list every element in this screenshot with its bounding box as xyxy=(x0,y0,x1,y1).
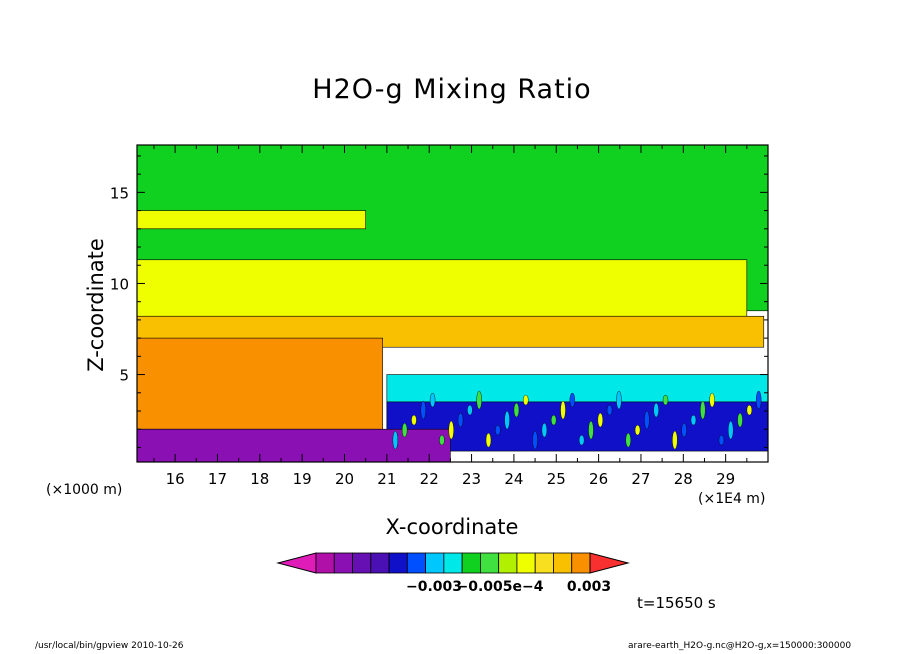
colorbar-tick-label: 0.003 xyxy=(567,579,611,595)
x-tick-label: 24 xyxy=(504,470,523,488)
colorbar-segment xyxy=(479,552,500,574)
colorbar-segment xyxy=(571,552,591,574)
colorbar-max-arrow xyxy=(589,552,630,574)
x-tick-label: 25 xyxy=(547,470,566,488)
colorbar-segment xyxy=(370,552,390,574)
chart-title: H2O-g Mixing Ratio xyxy=(312,74,592,105)
colorbar-segment xyxy=(553,552,573,574)
contour-streak xyxy=(541,422,548,438)
contour-streak xyxy=(504,410,510,430)
x-tick-label: 26 xyxy=(589,470,608,488)
colorbar-segment xyxy=(406,552,427,574)
contour-streak xyxy=(448,420,454,440)
contour-streak xyxy=(737,412,743,428)
contour-streak xyxy=(709,392,715,408)
y-axis-label: Z-coordinate xyxy=(84,238,108,372)
colorbar: −0.003−0.005e−4 0.003 xyxy=(276,552,630,595)
y-tick-label: 15 xyxy=(110,184,129,202)
colorbar-segment xyxy=(443,552,463,574)
contour-streak xyxy=(513,402,520,418)
x-tick-label: 17 xyxy=(208,470,227,488)
contour-field xyxy=(137,145,768,462)
colorbar-segment xyxy=(388,552,408,574)
contour-streak xyxy=(597,412,603,428)
contour-streak xyxy=(429,392,436,408)
x-tick-label: 18 xyxy=(250,470,269,488)
footer-source: arare-earth_H2O-g.nc@H2O-g,x=150000:3000… xyxy=(628,641,852,651)
y-tick-label: 5 xyxy=(119,367,129,385)
x-tick-label: 22 xyxy=(420,470,439,488)
colorbar-segment xyxy=(534,552,554,574)
x-tick-label: 19 xyxy=(293,470,312,488)
contour-streak xyxy=(662,394,669,406)
region-deep-orange-core xyxy=(137,337,383,430)
colorbar-segment xyxy=(333,552,353,574)
region-yellow-band-high xyxy=(137,210,366,230)
contour-streak xyxy=(681,422,687,438)
x-tick-label: 28 xyxy=(674,470,693,488)
colorbar-segment xyxy=(498,552,518,574)
contour-streak xyxy=(588,420,594,440)
contour-streak xyxy=(728,420,734,440)
contour-streak xyxy=(625,432,631,448)
contour-streak xyxy=(578,434,585,446)
x-unit-label-right: (×1E4 m) xyxy=(698,491,766,507)
x-tick-label: 20 xyxy=(335,470,354,488)
contour-streak xyxy=(746,404,753,416)
contour-streak xyxy=(495,424,501,436)
contour-streak xyxy=(690,414,697,426)
contour-streak xyxy=(420,400,426,420)
contour-streak xyxy=(560,400,566,420)
contour-streak xyxy=(467,404,473,416)
contour-streak xyxy=(485,432,492,448)
footer-path: /usr/local/bin/gpview 2010-10-26 xyxy=(35,641,184,651)
colorbar-segment xyxy=(461,552,481,574)
contour-streak xyxy=(439,434,445,446)
y-tick-label: 10 xyxy=(110,275,129,293)
x-unit-label-left: (×1000 m) xyxy=(46,482,123,498)
time-label: t=15650 s xyxy=(637,594,716,612)
x-tick-label: 29 xyxy=(716,470,735,488)
x-tick-label: 27 xyxy=(631,470,650,488)
contour-streak xyxy=(532,430,538,450)
colorbar-segment xyxy=(315,552,335,574)
x-tick-label: 21 xyxy=(377,470,396,488)
contour-streak xyxy=(644,410,650,430)
contour-streak xyxy=(569,392,576,408)
contour-streak xyxy=(551,414,557,426)
x-tick-label: 16 xyxy=(166,470,185,488)
colorbar-min-arrow xyxy=(276,552,317,574)
contour-streak xyxy=(755,390,762,410)
x-axis-label: X-coordinate xyxy=(385,515,519,539)
colorbar-segment xyxy=(516,552,536,574)
contour-streak xyxy=(476,390,482,410)
colorbar-tick-label: −0.005e−4 xyxy=(457,579,544,595)
plot-frame xyxy=(136,144,769,463)
contour-streak xyxy=(457,412,464,428)
contour-streak xyxy=(718,434,725,446)
contour-streak xyxy=(401,422,408,438)
colorbar-segment xyxy=(352,552,372,574)
region-yellow-band-mid xyxy=(137,259,748,317)
contour-streak xyxy=(392,430,399,450)
contour-streak xyxy=(700,400,706,420)
contour-streak xyxy=(411,414,417,426)
axes: 16 17 18 19 20 21 22 23 24 25 26 27 28 29 5 10 15 xyxy=(110,145,768,488)
contour-streak xyxy=(606,404,613,416)
contour-streak xyxy=(634,424,641,436)
colorbar-segment xyxy=(425,552,445,574)
region-purple-base xyxy=(137,428,451,462)
contour-streak xyxy=(523,394,529,406)
colorbar-tick-label: −0.003 xyxy=(406,579,462,595)
x-tick-label: 23 xyxy=(462,470,481,488)
contour-streak xyxy=(672,430,678,450)
contour-streak xyxy=(616,390,622,410)
contour-streak xyxy=(653,402,659,418)
